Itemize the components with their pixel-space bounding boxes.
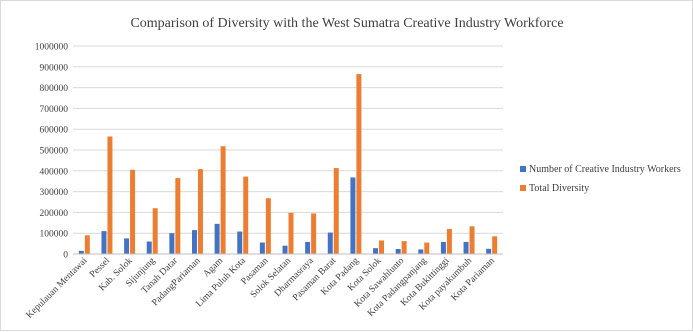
bar-workers — [214, 223, 220, 254]
bar-diversity — [469, 226, 475, 254]
bar-diversity — [130, 169, 136, 254]
y-tick-label: 600000 — [40, 126, 69, 136]
legend-label: Number of Creative Industry Workers — [529, 164, 681, 175]
bar-workers — [440, 241, 446, 254]
y-tick-label: 300000 — [40, 188, 69, 198]
bar-diversity — [84, 235, 90, 254]
bar-workers — [78, 250, 84, 254]
bar-diversity — [492, 236, 498, 254]
bar-diversity — [356, 74, 362, 254]
bar-workers — [463, 241, 469, 254]
bar-workers — [395, 249, 401, 254]
bar-workers — [191, 230, 197, 254]
y-tick-label: 200000 — [40, 209, 69, 219]
bar-diversity — [265, 198, 271, 254]
y-tick-label: 0 — [63, 251, 68, 261]
legend-label: Total Diversity — [529, 183, 589, 194]
bar-workers — [373, 248, 379, 254]
bar-diversity — [333, 168, 339, 254]
bar-workers — [327, 232, 333, 254]
bar-workers — [101, 231, 107, 254]
bars — [78, 74, 498, 254]
bar-workers — [124, 238, 130, 254]
bar-diversity — [107, 136, 113, 254]
y-tick-label: 700000 — [40, 105, 69, 115]
bar-diversity — [197, 169, 203, 254]
bar-workers — [305, 241, 311, 254]
bar-workers — [237, 231, 243, 254]
bar-workers — [350, 177, 356, 254]
bar-diversity — [379, 240, 385, 254]
gridlines — [73, 45, 503, 255]
y-tick-label: 800000 — [40, 84, 69, 94]
bar-diversity — [243, 176, 249, 254]
y-tick-label: 500000 — [40, 147, 69, 157]
y-tick-label: 400000 — [40, 167, 69, 177]
bar-diversity — [220, 146, 226, 254]
y-tick-label: 1000000 — [35, 43, 69, 53]
bar-diversity — [446, 229, 452, 254]
bar-diversity — [424, 242, 430, 254]
bar-diversity — [152, 208, 158, 254]
bar-diversity — [175, 178, 181, 254]
legend-swatch — [520, 185, 526, 191]
x-tick-label: Kepulauan Mentawai — [25, 256, 90, 321]
y-axis: 0 100000 200000 300000 400000 500000 600000 700… — [35, 43, 69, 261]
legend: Number of Creative Industry Workers Total… — [520, 164, 681, 194]
bar-workers — [169, 233, 175, 254]
bar-workers — [146, 241, 152, 254]
legend-swatch — [520, 166, 526, 172]
bar-workers — [259, 242, 265, 254]
bar-workers — [282, 245, 288, 254]
bar-workers — [418, 249, 424, 254]
bar-diversity — [288, 212, 294, 254]
y-tick-label: 900000 — [40, 63, 69, 73]
chart-title: Comparison of Diversity with the West Su… — [130, 16, 563, 31]
y-tick-label: 100000 — [40, 230, 69, 240]
bar-diversity — [401, 241, 407, 254]
bar-workers — [486, 248, 492, 254]
bar-diversity — [311, 213, 317, 254]
